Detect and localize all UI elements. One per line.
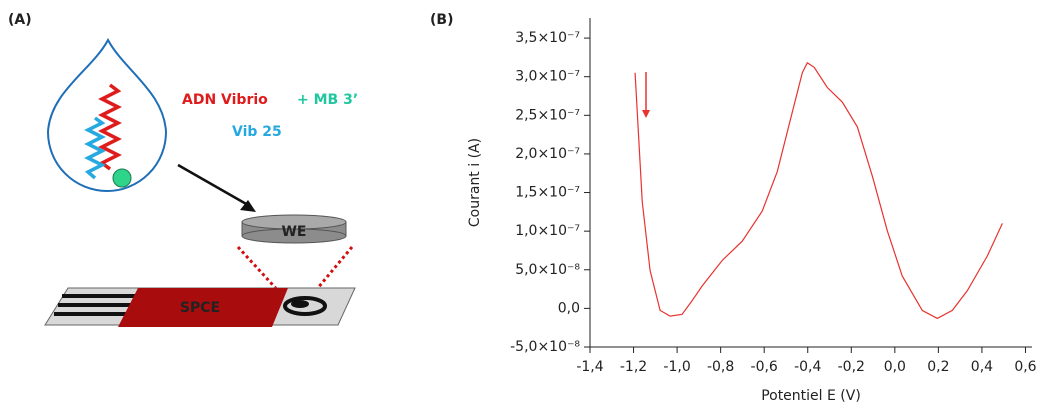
probe-text: + MB 3’ <box>297 92 358 108</box>
y-tick-label: 2,5×10⁻⁷ <box>515 107 580 123</box>
electrode-spot <box>291 300 309 308</box>
x-tick-label: 0,2 <box>927 359 949 375</box>
electrode-top <box>241 214 347 230</box>
electrode-text: WE <box>281 224 306 240</box>
x-tick-label: 0,6 <box>1014 359 1036 375</box>
arrow <box>177 163 249 207</box>
y-tick-label: 3,5×10⁻⁷ <box>515 30 580 46</box>
x-tick-label: -0,6 <box>751 359 778 375</box>
x-tick-label: 0,4 <box>971 359 993 375</box>
x-tick-label: -0,2 <box>838 359 865 375</box>
strip-body <box>118 288 288 327</box>
x-tick-label: -1,2 <box>620 359 647 375</box>
dotted-line <box>236 245 284 297</box>
scan-arrow-head <box>642 110 650 118</box>
panel-label: (A) <box>8 12 32 28</box>
line-series <box>634 61 1003 320</box>
x-tick-label: -1,4 <box>576 359 603 375</box>
arrow-head <box>240 200 256 212</box>
x-axis-label: Potentiel E (V) <box>761 388 861 404</box>
x-tick-label: -1,0 <box>663 359 690 375</box>
y-tick-label: 5,0×10⁻⁸ <box>515 262 580 278</box>
dotted-line <box>310 246 354 296</box>
y-tick-label: 1,0×10⁻⁷ <box>515 223 580 239</box>
y-tick-label: 0,0 <box>558 300 580 316</box>
probe-strand <box>84 116 106 180</box>
target-text: ADN Vibrio <box>182 92 268 108</box>
x-tick-label: -0,8 <box>707 359 734 375</box>
y-axis-label: Courant i (A) <box>467 138 483 227</box>
target-strand <box>98 83 122 171</box>
y-tick-label: -5,0×10⁻⁸ <box>510 339 580 355</box>
x-tick-label: -0,4 <box>794 359 821 375</box>
vib-text: Vib 25 <box>232 124 282 140</box>
y-tick-label: 3,0×10⁻⁷ <box>515 69 580 85</box>
drop <box>46 37 168 192</box>
electrode-ring <box>283 296 327 316</box>
y-tick-label: 2,0×10⁻⁷ <box>515 146 580 162</box>
strip-text: SPCE <box>180 300 220 316</box>
x-tick-label: 0,0 <box>884 359 906 375</box>
panel-label: (B) <box>430 12 453 28</box>
mb-label <box>112 168 132 188</box>
y-tick-label: 1,5×10⁻⁷ <box>515 185 580 201</box>
